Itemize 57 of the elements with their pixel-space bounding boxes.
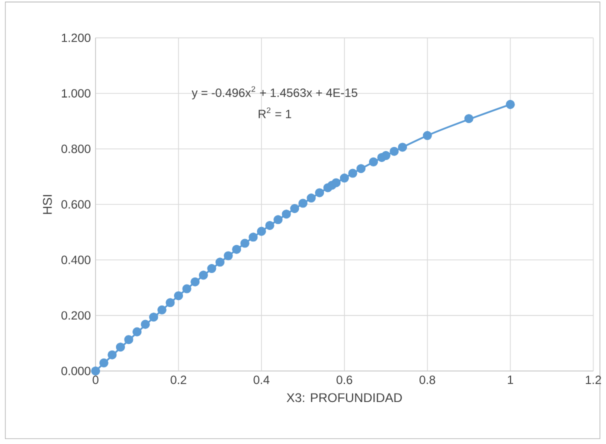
point [248,232,258,242]
point [368,157,378,166]
x-tick-label: 0.2 [170,376,186,384]
point [149,312,158,322]
point [240,238,250,248]
point [207,264,216,274]
y-tick-label: 0.800 [61,144,90,154]
point [464,114,474,124]
point [232,244,242,254]
annotation: R$^{2}$ = 1 [258,107,292,118]
point [422,131,432,140]
point [298,198,308,208]
point [224,251,233,260]
point [381,151,390,160]
point [99,358,108,368]
point [265,220,274,230]
point [390,146,399,156]
point [215,258,225,267]
point [157,305,166,314]
point [190,277,200,286]
y-tick-label: 1.000 [62,89,90,98]
x-tick-label: 1 [508,376,514,384]
x-tick-label: 0.6 [336,376,352,384]
x-tick-label: 1.2 [586,376,601,384]
point [506,100,515,109]
point [306,194,316,203]
y-axis-title: HSI [42,195,52,214]
point [290,204,300,214]
point [198,270,208,280]
point [332,178,341,188]
y-tick-label: 0.200 [61,311,90,320]
y-tick-label: 0.000 [61,366,90,376]
point [256,226,266,236]
point [356,164,366,174]
point [124,335,134,344]
y-tick-label: 0.600 [61,200,90,209]
point [132,327,142,336]
annotation: y = -0.496x$^{2}$ + 1.4563x + 4E-15 [192,86,358,100]
x-tick-label: 0 [92,376,98,384]
point [140,320,150,329]
point [174,291,184,300]
x-axis-title: X3: PROFUNDIDAD [286,393,402,402]
point [398,142,407,152]
y-tick-label: 0.400 [61,256,90,264]
point [108,350,117,360]
y-tick-label: 1.200 [62,34,90,42]
point [348,168,358,178]
point [91,366,100,376]
point [340,174,349,183]
x-tick-label: 0.8 [420,376,436,384]
point [274,215,283,224]
point [315,188,324,198]
x-tick-label: 0.4 [254,376,270,384]
point [282,210,291,219]
point [182,284,192,294]
point [166,298,175,308]
point [116,342,125,352]
